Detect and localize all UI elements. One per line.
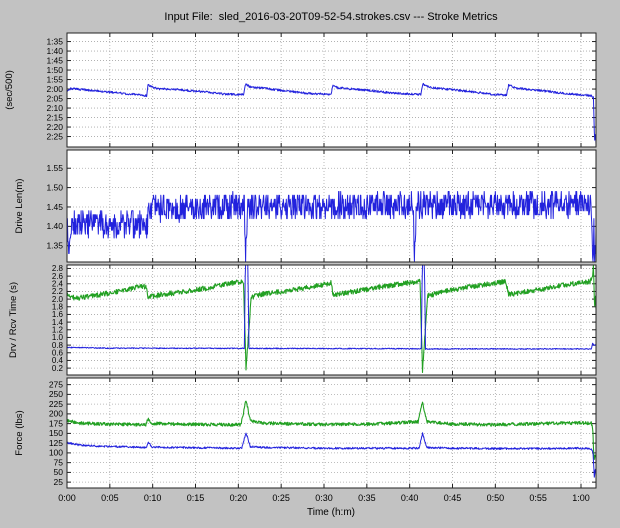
drive-length-frame — [66, 149, 597, 263]
y-tick-label: 275 — [49, 379, 63, 389]
x-axis-label: Time (h:m) — [307, 507, 355, 518]
x-tick-label: 0:00 — [58, 493, 76, 503]
chart-title: Input File: sled_2016-03-20T09-52-54.str… — [164, 11, 498, 23]
y-tick-label: 2:05 — [46, 93, 63, 103]
pace-panel: 1:351:401:451:501:552:002:052:102:152:20… — [46, 32, 597, 148]
y-tick-label: 1:35 — [46, 36, 63, 46]
y-tick-label: 1.4 — [52, 318, 64, 327]
x-tick-label: 0:40 — [401, 493, 419, 503]
y-tick-label: 1.8 — [52, 303, 64, 312]
y-tick-label: 125 — [49, 438, 63, 448]
y-tick-label: 50 — [54, 467, 64, 477]
y-tick-label: 1.45 — [46, 202, 63, 212]
y-axis-label-pace: (sec/500) — [4, 70, 15, 110]
force-panel: 0:00 0:05 0:10 0:15 0:20 0:25 0:30 0:35 0:40 0:45… — [49, 377, 597, 503]
panels-group: 1:351:401:451:501:552:002:052:102:152:20… — [46, 32, 597, 503]
y-tick-label: 1.55 — [46, 163, 63, 173]
y-tick-label: 0.6 — [52, 349, 64, 358]
y-tick-label: 1:50 — [46, 65, 63, 75]
x-tick-label: 0:30 — [315, 493, 333, 503]
force-series-green — [66, 400, 597, 461]
y-tick-label: 2.8 — [52, 264, 64, 273]
drive-recovery-time-frame — [66, 264, 597, 376]
drive-recovery-time-series-green — [66, 264, 597, 374]
y-tick-label: 0.4 — [52, 356, 64, 365]
y-tick-label: 225 — [49, 399, 63, 409]
drive-recovery-time-panel: 2.82.62.42.22.01.81.61.41.21.00.80.60.40… — [52, 264, 597, 376]
drive-recovery-time-series-blue — [66, 264, 597, 350]
y-tick-label: 2:15 — [46, 112, 63, 122]
y-tick-label: 2:10 — [46, 103, 63, 113]
x-tick-label: 0:05 — [101, 493, 119, 503]
x-tick-label: 0:55 — [529, 493, 547, 503]
pace-frame — [66, 32, 597, 148]
y-tick-label: 1.35 — [46, 241, 63, 251]
drive-length-panel: 1.55 1.50 1.45 1.40 1.35 — [46, 149, 597, 263]
x-tick-label: 0:15 — [187, 493, 205, 503]
y-tick-label: 175 — [49, 418, 63, 428]
force-series-blue — [66, 432, 597, 478]
x-tick-label: 0:25 — [272, 493, 290, 503]
y-tick-label: 1.40 — [46, 221, 63, 231]
y-tick-label: 250 — [49, 389, 63, 399]
y-tick-label: 150 — [49, 428, 63, 438]
y-axis-label-force: Force (lbs) — [14, 410, 25, 455]
y-tick-label: 0.8 — [52, 341, 64, 350]
y-axis-label-drv-rcv-time: Drv / Rcv Time (s) — [8, 282, 19, 358]
drive-length-series-blue — [66, 191, 597, 263]
y-tick-label: 1.0 — [52, 333, 64, 342]
y-tick-label: 75 — [54, 457, 64, 467]
x-tick-label: 0:10 — [144, 493, 162, 503]
y-tick-label: 2:00 — [46, 84, 63, 94]
x-tick-label: 0:35 — [358, 493, 376, 503]
y-tick-label: 1:40 — [46, 46, 63, 56]
y-tick-label: 100 — [49, 448, 63, 458]
force-frame — [66, 377, 597, 489]
x-tick-label: 0:20 — [230, 493, 248, 503]
y-tick-label: 1:45 — [46, 55, 63, 65]
y-tick-label: 2.2 — [52, 287, 64, 296]
y-tick-label: 2.0 — [52, 295, 64, 304]
x-tick-label: 0:50 — [487, 493, 505, 503]
y-tick-label: 25 — [54, 477, 64, 487]
y-tick-label: 1.6 — [52, 310, 64, 319]
y-tick-label: 2.4 — [52, 280, 64, 289]
x-tick-label: 0:45 — [444, 493, 462, 503]
x-tick-label: 1:00 — [572, 493, 590, 503]
y-tick-label: 2:20 — [46, 122, 63, 132]
pace-series-blue — [66, 82, 597, 145]
y-tick-label: 1.2 — [52, 326, 64, 335]
y-tick-label: 0.2 — [52, 364, 64, 373]
y-tick-label: 1.50 — [46, 182, 63, 192]
y-tick-label: 200 — [49, 409, 63, 419]
y-axis-label-drive-length: Drive Len(m) — [14, 179, 25, 234]
y-tick-label: 2.6 — [52, 272, 64, 281]
y-tick-label: 1:55 — [46, 74, 63, 84]
y-tick-label: 2:25 — [46, 131, 63, 141]
